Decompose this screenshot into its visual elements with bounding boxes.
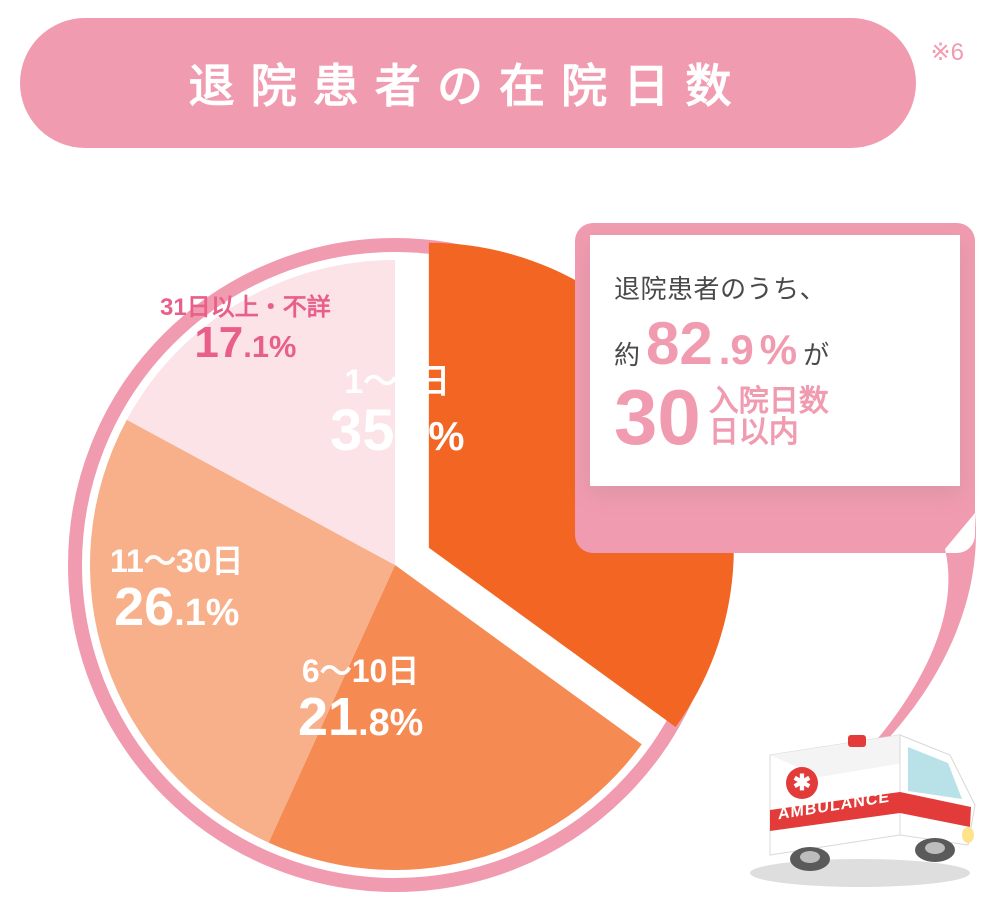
title-pill: 退院患者の在院日数 ※6 (20, 18, 916, 148)
slice-label-2: 11～30日 26.1% (110, 545, 243, 635)
title-text: 退院患者の在院日数 (189, 50, 748, 116)
callout-thirty: 30 (614, 378, 701, 456)
ambulance-icon: AMBULANCE✱ (730, 695, 990, 895)
callout-line1: 退院患者のうち、 (614, 269, 936, 306)
callout-pct-int: 82 (646, 314, 713, 374)
svg-text:✱: ✱ (793, 770, 811, 795)
callout-line3: 30 入院日数 日以内 (614, 378, 936, 456)
callout-pct-dec: .9 (719, 326, 754, 374)
title-note: ※6 (931, 38, 964, 67)
slice-label-1: 6～10日 21.8% (298, 655, 423, 745)
callout-box: 退院患者のうち、 約 82 .9 % が 30 入院日数 日以内 (590, 235, 960, 486)
chart-stage: 1～5日 35.0% 6～10日 21.8% 11～30日 26.1% 31日以… (0, 175, 1000, 915)
callout-line2: 約 82 .9 % が (614, 314, 936, 374)
slice-label-3: 31日以上・不詳 17.1% (160, 295, 331, 366)
slice-label-0: 1～5日 35.0% (330, 365, 464, 462)
